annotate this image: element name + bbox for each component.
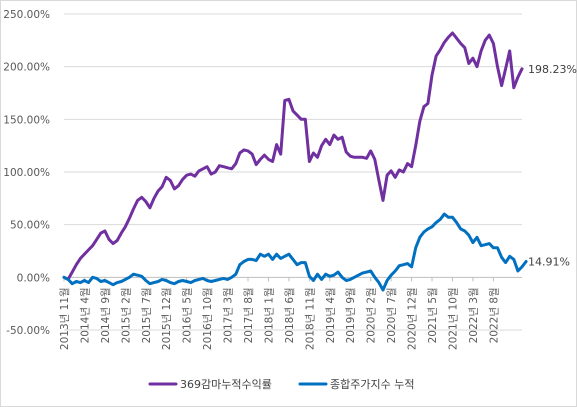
y-tick-label: -50.00% (6, 325, 50, 337)
end-value-label: 198.23% (528, 63, 577, 76)
y-tick-label: 150.00% (3, 114, 50, 126)
y-tick-label: 50.00% (10, 220, 50, 232)
x-tick-label: 2022년 8월 (488, 287, 500, 343)
y-tick-label: 200.00% (3, 62, 50, 74)
legend: 369감마누적수익률 종합주가지수 누적 (148, 378, 414, 391)
x-tick-label: 2014년 4월 (79, 287, 91, 343)
x-tick-label: 2015년 2월 (120, 287, 132, 343)
x-tick-label: 2017년 3월 (223, 287, 235, 343)
x-tick-label: 2016년 5월 (182, 287, 194, 343)
x-tick-label: 2016년 10월 (202, 287, 214, 350)
x-tick-label: 2013년 11월 (59, 287, 71, 350)
y-tick-label: 0.00% (17, 272, 50, 284)
end-value-label: 14.91% (528, 256, 570, 269)
x-tick-label: 2017년 8월 (243, 287, 255, 343)
series-lines (62, 31, 528, 292)
x-tick-label: 2019년 9월 (345, 287, 357, 343)
series-line-1 (62, 31, 524, 281)
x-tick-label: 2020년 7월 (386, 287, 398, 343)
x-tick-label: 2015년 12월 (161, 287, 173, 350)
end-labels: 198.23% 14.91% (528, 63, 577, 269)
x-tick-label: 2018년 1월 (263, 287, 275, 343)
x-axis-ticks: 2013년 11월 2014년 4월 2014년 9월 2015년 2월 2015년 7… (59, 277, 500, 350)
legend-label: 369감마누적수익률 (180, 378, 272, 391)
x-tick-label: 2021년 5월 (427, 287, 439, 343)
x-tick-label: 2018년 11월 (304, 287, 316, 350)
x-tick-label: 2020년 12월 (407, 287, 419, 350)
x-tick-label: 2022년 3월 (468, 287, 480, 343)
y-tick-label: 100.00% (3, 167, 50, 179)
y-axis-ticks: -50.00% 0.00% 50.00% 100.00% 150.00% 200.00% 2… (3, 9, 50, 337)
x-tick-label: 2019년 4월 (325, 287, 337, 343)
legend-label: 종합주가지수 누적 (330, 378, 414, 391)
y-tick-label: 250.00% (3, 9, 50, 21)
x-tick-label: 2015년 7월 (141, 287, 153, 343)
x-tick-label: 2018년 6월 (284, 287, 296, 343)
x-tick-label: 2021년 10월 (447, 287, 459, 350)
series-line-2 (62, 212, 528, 292)
x-tick-label: 2014년 9월 (100, 287, 112, 343)
x-tick-label: 2020년 2월 (366, 287, 378, 343)
